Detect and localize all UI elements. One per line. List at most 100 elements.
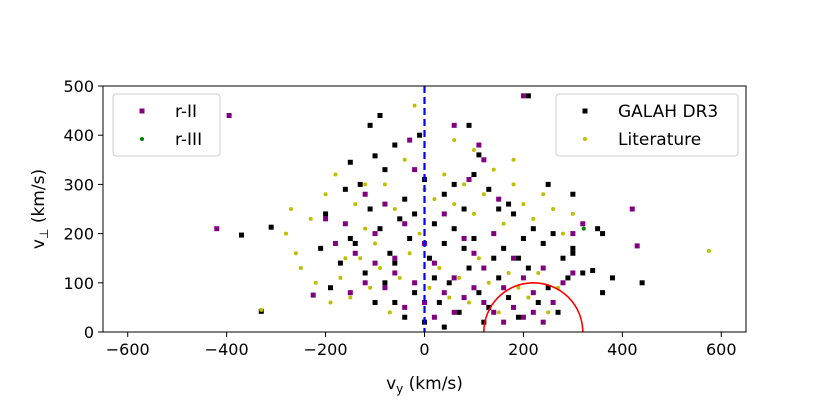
- galah-point: [441, 324, 447, 330]
- literature-point: [560, 231, 565, 236]
- galah-point: [506, 201, 512, 207]
- literature-point: [491, 167, 496, 172]
- r2-point: [412, 167, 418, 173]
- r2-point: [332, 240, 338, 246]
- literature-point: [293, 251, 298, 256]
- r2-point: [451, 309, 457, 315]
- r2-point: [461, 236, 467, 242]
- galah-point: [377, 226, 383, 232]
- galah-point: [431, 275, 437, 281]
- legend-top-right: GALAH DR3 Literature: [555, 93, 739, 157]
- r2-point: [402, 304, 408, 310]
- r2-point: [352, 250, 358, 256]
- r2-point: [501, 285, 507, 291]
- r2-point: [407, 137, 413, 143]
- galah-point: [337, 260, 343, 266]
- literature-point: [377, 266, 382, 271]
- literature-point: [328, 300, 333, 305]
- galah-point: [609, 275, 615, 281]
- x-tick-label: 200: [508, 340, 539, 359]
- literature-point: [706, 248, 711, 253]
- literature-point: [442, 172, 447, 177]
- literature-point: [437, 266, 442, 271]
- r2-point: [412, 280, 418, 286]
- series-literature: [259, 103, 711, 315]
- r2-point: [382, 285, 388, 291]
- literature-point: [363, 182, 368, 187]
- r3-point: [581, 226, 586, 231]
- galah-point: [402, 314, 408, 320]
- galah-point: [476, 152, 482, 158]
- y-tick-label: 0: [84, 323, 94, 342]
- galah-point: [570, 245, 576, 251]
- r2-point: [580, 221, 586, 227]
- literature-point: [496, 310, 501, 315]
- galah-point: [570, 191, 576, 197]
- y-axis-label: v⊥ (km/s): [29, 169, 51, 249]
- r2-point: [634, 243, 640, 249]
- literature-point: [382, 182, 387, 187]
- r2-point: [501, 319, 507, 325]
- data-points-layer: [214, 93, 711, 330]
- literature-point: [541, 192, 546, 197]
- series-r3: [581, 226, 586, 231]
- r2-point: [347, 290, 353, 296]
- legend-label: r-II: [175, 102, 197, 122]
- galah-point: [352, 240, 358, 246]
- galah-point: [342, 186, 348, 192]
- r2-point: [540, 319, 546, 325]
- galah-point: [431, 221, 437, 227]
- galah-point: [367, 206, 373, 212]
- galah-point: [318, 245, 324, 251]
- y-tick-label: 400: [63, 126, 94, 145]
- r2-point: [481, 299, 487, 305]
- galah-point: [402, 196, 408, 202]
- galah-point: [540, 240, 546, 246]
- galah-point: [323, 211, 329, 217]
- galah-point: [501, 245, 507, 251]
- literature-point: [353, 202, 358, 207]
- galah-point: [417, 132, 423, 138]
- r2-point: [629, 206, 635, 212]
- r2-point: [392, 270, 398, 276]
- literature-point: [288, 207, 293, 211]
- galah-point: [520, 236, 526, 242]
- x-tick-label: −200: [304, 340, 348, 359]
- legend-box: [555, 93, 739, 157]
- galah-point: [392, 260, 398, 266]
- galah-point: [392, 299, 398, 305]
- literature-point: [531, 216, 536, 221]
- literature-point: [259, 307, 264, 312]
- literature-point: [338, 275, 343, 280]
- r2-point: [422, 299, 427, 305]
- galah-point: [426, 255, 432, 261]
- r2-point: [481, 157, 487, 163]
- literature-point: [313, 280, 318, 285]
- x-tick-label: −600: [106, 340, 150, 359]
- literature-point: [462, 182, 467, 187]
- galah-point: [525, 265, 531, 271]
- legend-label: GALAH DR3: [618, 102, 718, 122]
- legend-box: [112, 93, 221, 157]
- literature-point: [457, 275, 462, 280]
- literature-point: [546, 310, 551, 315]
- r2-point: [461, 295, 467, 301]
- galah-point: [367, 122, 373, 128]
- galah-point: [382, 280, 388, 286]
- r2-point: [511, 304, 517, 310]
- r2-point: [520, 275, 526, 281]
- literature-point: [402, 157, 407, 162]
- r2-point: [530, 309, 536, 315]
- legend-marker: [139, 108, 145, 114]
- galah-point: [600, 290, 606, 296]
- x-tick-label: 400: [607, 340, 638, 359]
- galah-point: [486, 304, 492, 310]
- galah-point: [377, 113, 383, 119]
- galah-point: [471, 236, 477, 242]
- literature-point: [570, 211, 575, 216]
- galah-point: [496, 206, 502, 212]
- literature-point: [452, 138, 457, 143]
- galah-point: [372, 153, 378, 159]
- r2-point: [362, 280, 368, 286]
